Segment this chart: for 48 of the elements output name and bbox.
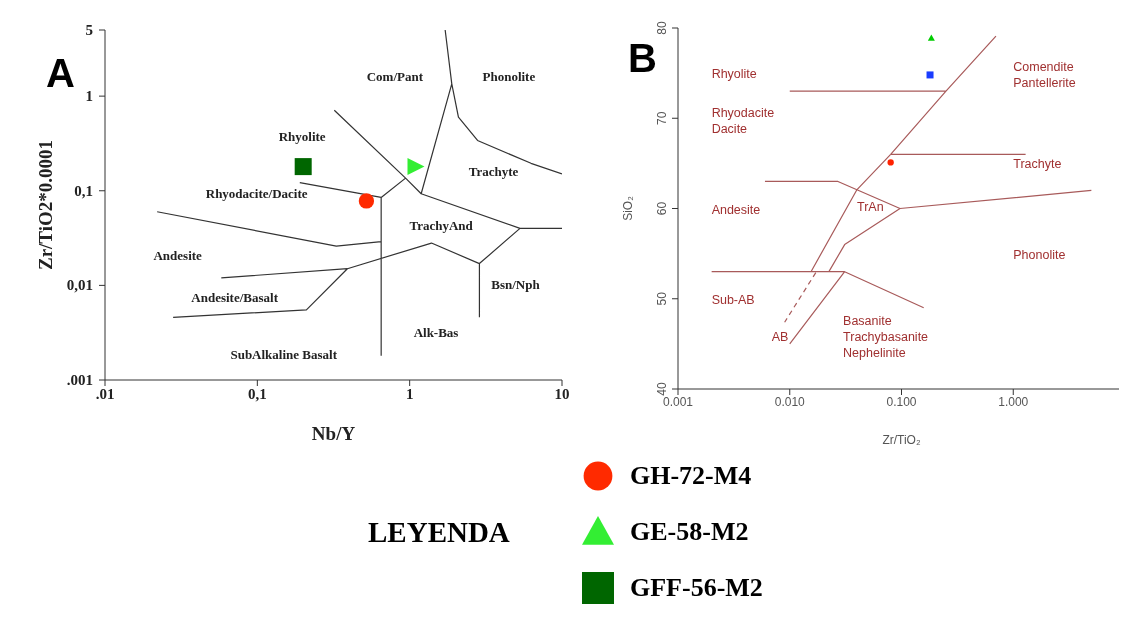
x-tick-label: 0.010 [774,394,806,409]
y-tick-label: 1 [85,88,93,105]
annotation: Andesite/Basalt [191,289,279,305]
y-tick-label: 5 [85,22,93,38]
x-axis-title: Zr/TiO₂ [882,433,921,447]
y-tick-label: 70 [655,111,669,125]
annotation: Rhyodacite Dacite [711,105,775,136]
annotation: Com/Pant [366,69,424,85]
annotation: Rhyolite [278,128,326,144]
y-tick-label: 80 [655,21,669,35]
annotation: Trachyte [1013,157,1062,172]
x-tick-label: 0.100 [886,394,917,409]
x-axis-title: Nb/Y [311,423,356,444]
x-tick-label: 10 [554,385,570,402]
annotation: Phonolite [1013,247,1066,262]
annotation: Alk-Bas [413,325,459,341]
annotation: Andesite [153,247,203,263]
legend-label: GH-72-M4 [630,461,752,491]
annotation: TrachyAnd [409,218,474,234]
annotation: TrAn [857,199,884,214]
annotation: Sub-AB [711,292,755,307]
annotation: Bsn/Nph [491,276,541,292]
y-tick-label: 0,01 [66,277,93,294]
y-tick-label: 50 [655,291,669,306]
chart-title: B [628,36,657,80]
y-axis-title: SiO₂ [621,195,636,221]
text: A [46,51,75,95]
y-tick-label: 40 [655,382,669,396]
legend-title: LEYENDA [368,515,511,549]
legend-label: GFF-56-M2 [630,573,763,603]
annotation: SubAlkaline Basalt [230,346,338,362]
annotation: Trachyte [468,164,519,180]
annotation: Rhyodacite/Dacite [205,185,308,201]
y-tick-label: 0,1 [74,182,93,199]
annotation: Rhyolite [711,67,757,82]
annotation: AB [771,329,789,344]
annotation: Phonolite [482,69,536,85]
y-tick-label: .001 [66,372,93,388]
y-axis-title: Zr/TiO2*0.0001 [34,139,56,271]
x-tick-label: 0,1 [247,385,267,402]
legend-label: GE-58-M2 [630,517,749,547]
x-tick-label: 1.000 [998,394,1029,409]
x-tick-label: 1 [405,385,414,402]
x-tick-label: .01 [95,385,115,402]
y-tick-label: 60 [655,201,669,216]
annotation: Basanite Trachybasanite Nephelinite [843,314,929,360]
annotation: Andesite [711,202,761,217]
annotation: Comendite Pantellerite [1013,59,1076,90]
